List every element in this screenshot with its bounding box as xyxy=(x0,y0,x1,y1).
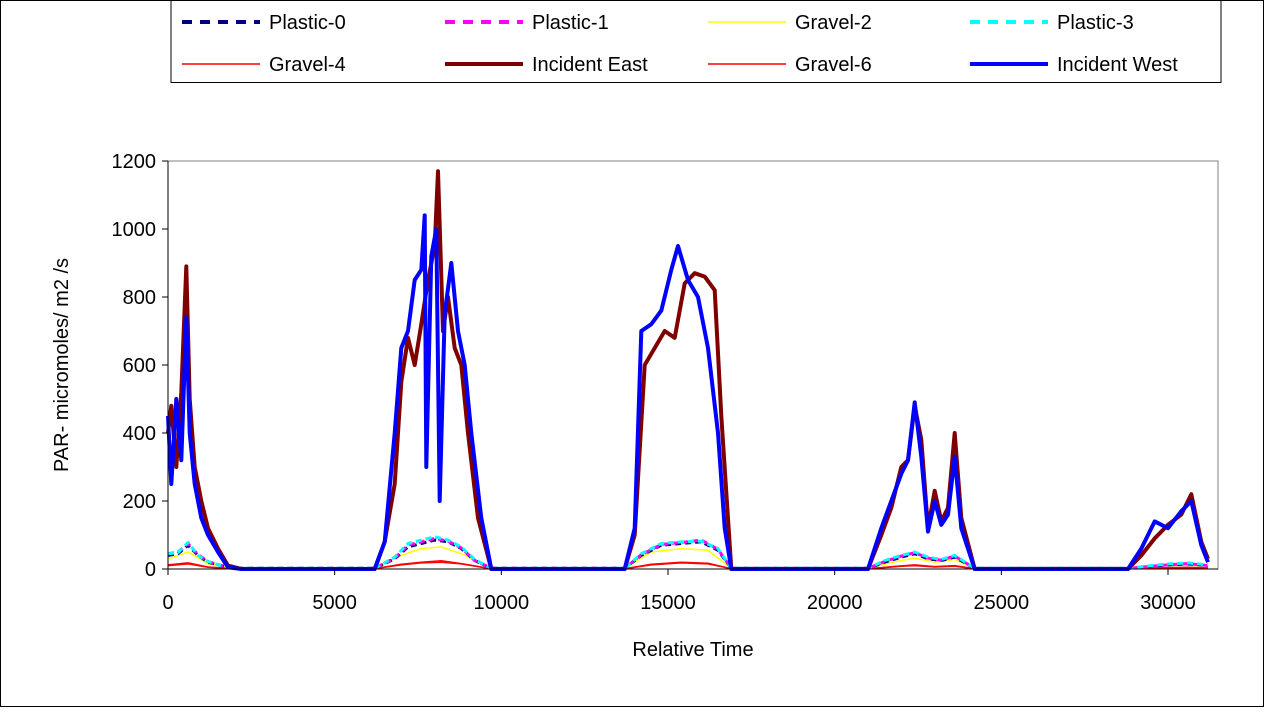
y-tick-label: 0 xyxy=(145,559,156,581)
legend-label: Plastic-3 xyxy=(1057,12,1134,34)
y-axis-label: PAR- micromoles/ m2 /s xyxy=(51,258,73,472)
legend: Plastic-0 Plastic-1 Gravel-2 Plastic-3 Grave… xyxy=(182,12,1178,76)
legend-label: Gravel-2 xyxy=(795,12,872,34)
x-tick-label: 30000 xyxy=(1140,592,1196,614)
y-tick-label: 400 xyxy=(123,423,156,445)
plot-area xyxy=(167,160,1219,570)
x-axis-label: Relative Time xyxy=(632,639,753,661)
y-tick-label: 200 xyxy=(123,491,156,513)
x-tick-label: 20000 xyxy=(807,592,863,614)
series-line-plastic-3 xyxy=(167,535,1209,570)
x-tick-label: 0 xyxy=(162,592,173,614)
x-tick-label: 25000 xyxy=(974,592,1030,614)
series-lines xyxy=(166,169,1210,571)
y-tick-label: 800 xyxy=(123,287,156,309)
legend-label: Incident West xyxy=(1057,54,1178,76)
legend-label: Gravel-4 xyxy=(269,54,346,76)
x-tick-label: 10000 xyxy=(474,592,530,614)
y-tick-label: 600 xyxy=(123,355,156,377)
x-ticks: 0 5000 10000 15000 20000 25000 30000 xyxy=(162,569,1196,614)
legend-label: Gravel-6 xyxy=(795,54,872,76)
legend-label: Incident East xyxy=(532,54,648,76)
y-tick-label: 1200 xyxy=(112,151,157,173)
legend-box xyxy=(170,0,1222,83)
legend-label: Plastic-0 xyxy=(269,12,346,34)
y-tick-label: 1000 xyxy=(112,219,157,241)
x-tick-label: 5000 xyxy=(312,592,357,614)
y-ticks: 0 200 400 600 800 1000 1200 xyxy=(112,151,168,581)
legend-label: Plastic-1 xyxy=(532,12,609,34)
x-tick-label: 15000 xyxy=(640,592,696,614)
